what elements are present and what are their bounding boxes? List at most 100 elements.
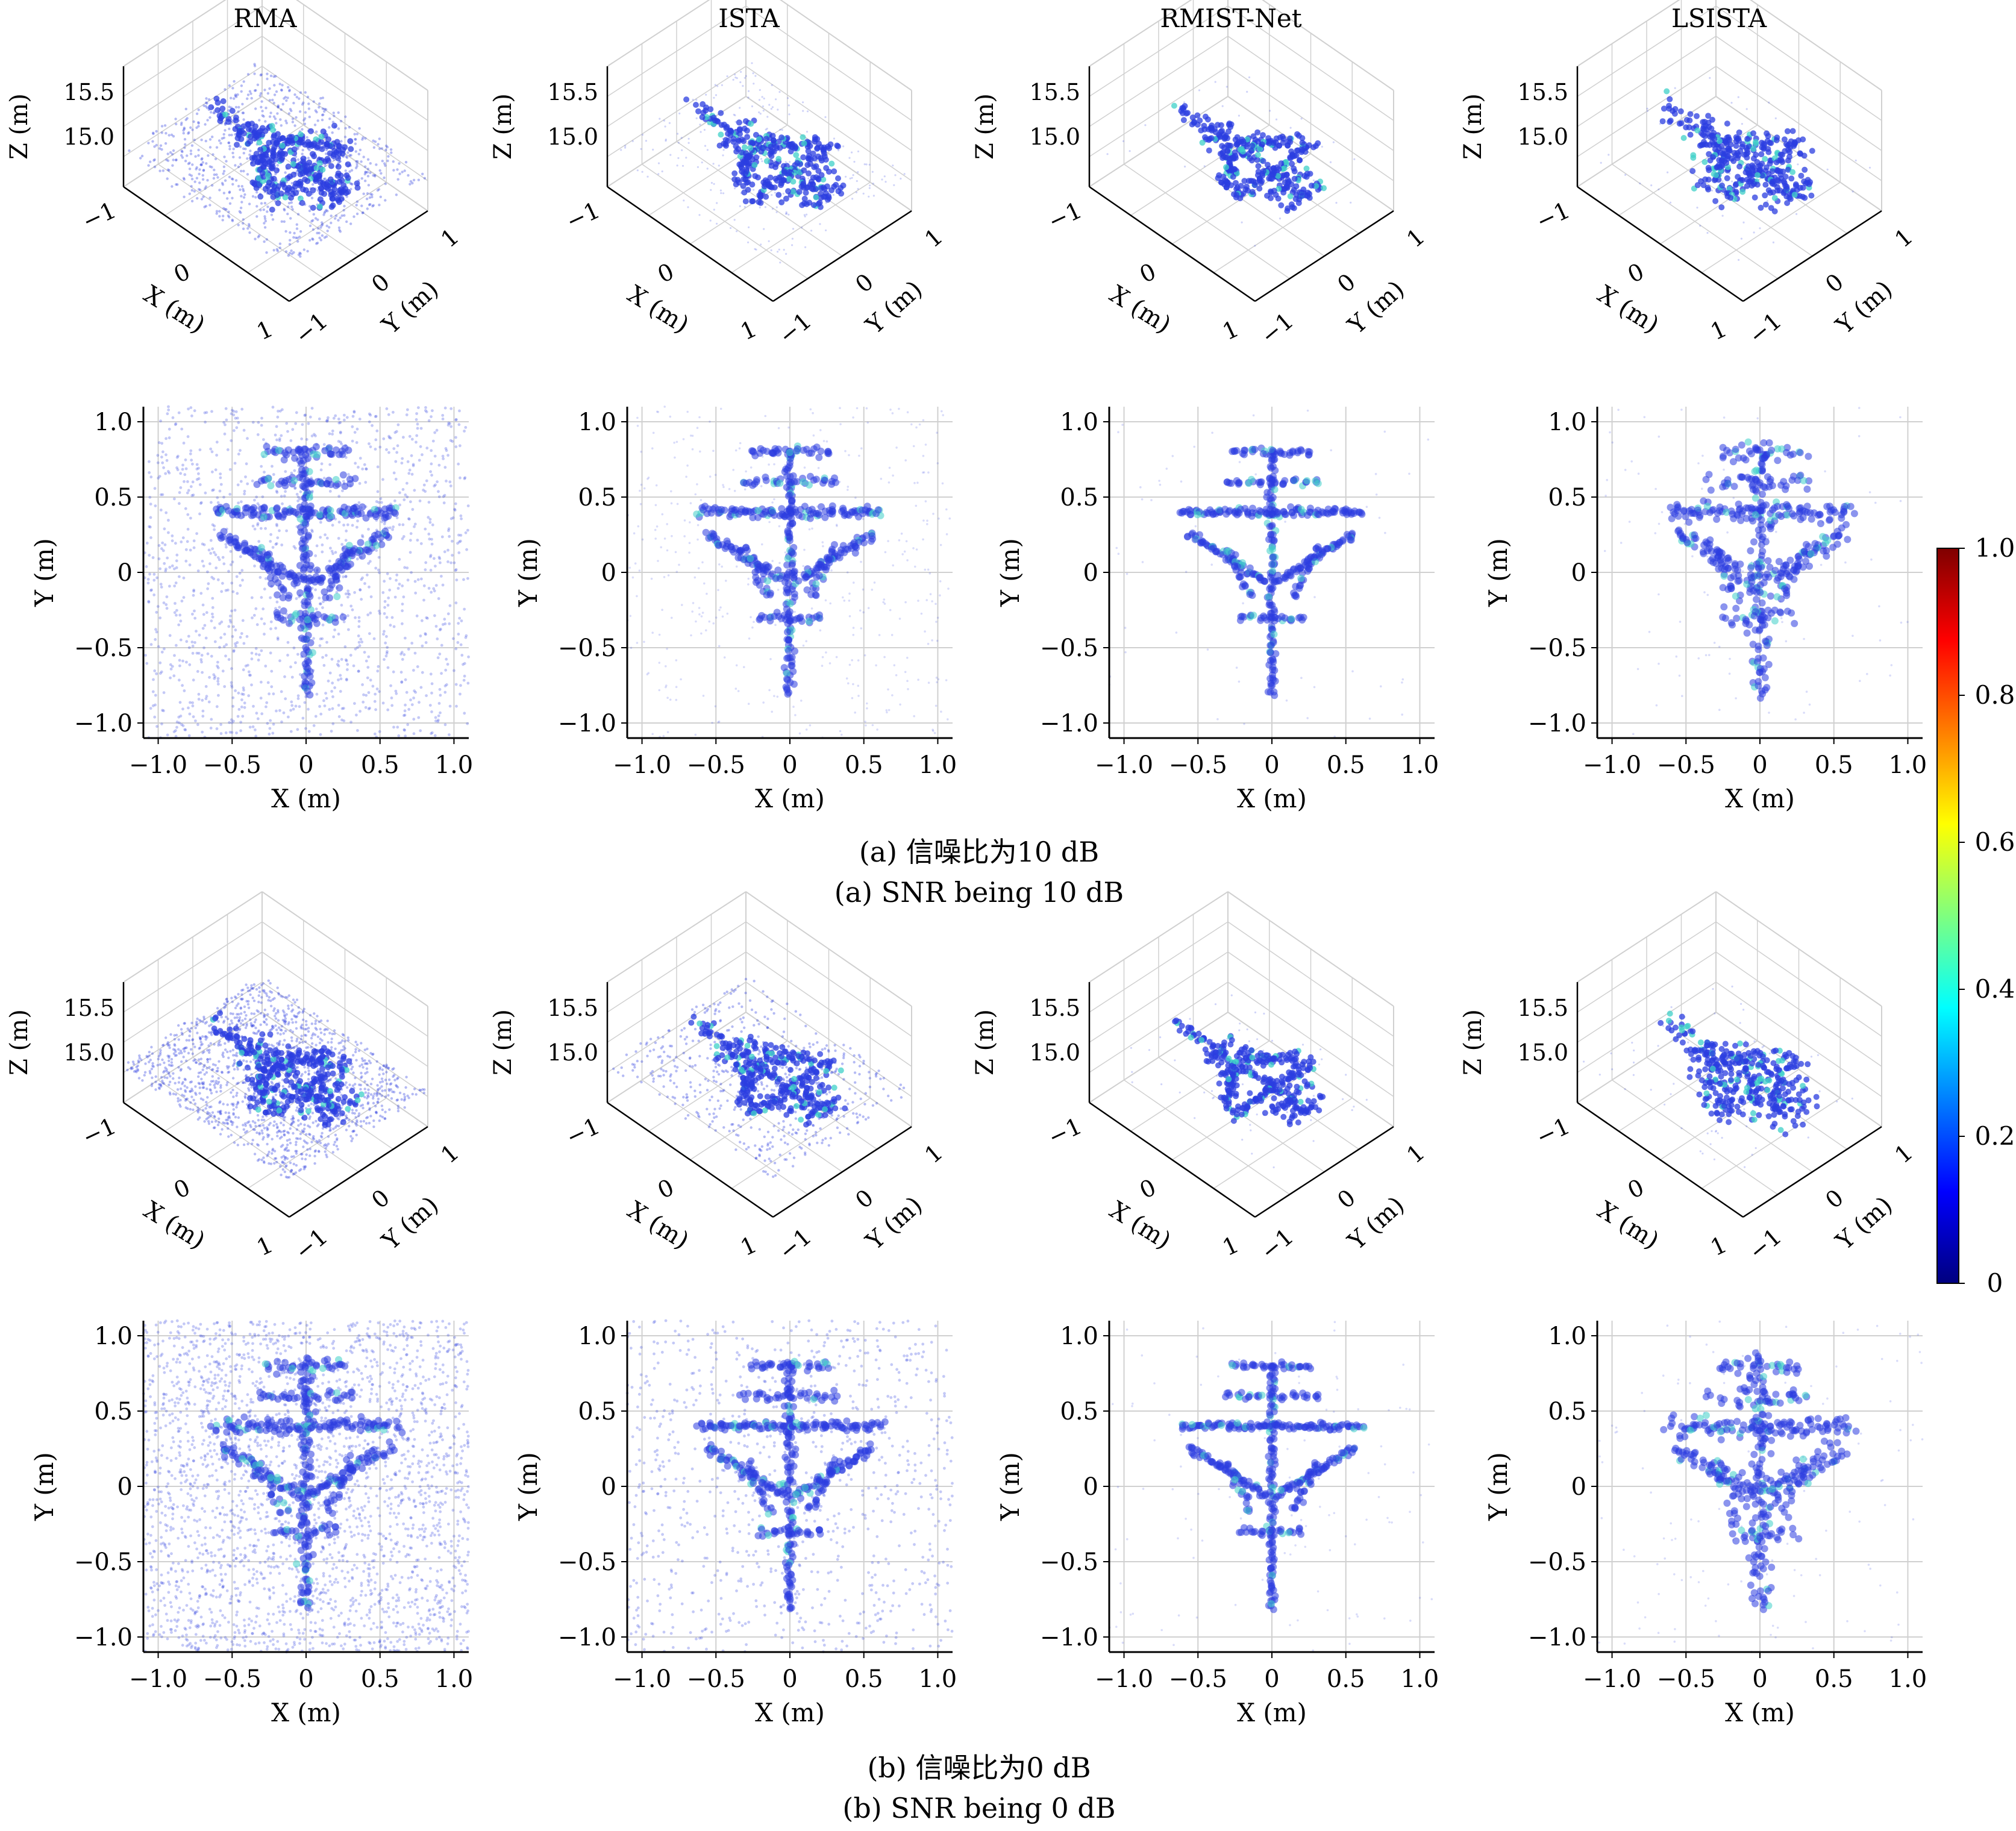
noise-point: [208, 1106, 211, 1109]
noise-point: [230, 681, 233, 684]
noise-point: [363, 1059, 366, 1062]
noise-point: [280, 495, 283, 498]
noise-point: [222, 136, 225, 139]
noise-point: [196, 1109, 199, 1112]
noise-point: [281, 1043, 285, 1047]
noise-point: [463, 607, 466, 611]
target-point: [217, 1010, 224, 1016]
noise-point: [183, 127, 186, 131]
noise-point: [233, 1063, 236, 1066]
noise-point: [201, 1042, 204, 1046]
noise-point: [407, 517, 410, 521]
noise-point: [412, 696, 415, 700]
noise-point: [246, 73, 250, 76]
target-point: [280, 510, 288, 518]
noise-point: [213, 626, 216, 630]
noise-point: [201, 174, 204, 177]
noise-point: [207, 1044, 210, 1047]
noise-point: [260, 617, 263, 621]
noise-point: [194, 1085, 197, 1088]
noise-point: [282, 1130, 285, 1133]
noise-point: [240, 185, 243, 188]
noise-point: [278, 1137, 282, 1140]
noise-point: [453, 509, 457, 512]
noise-point: [259, 527, 263, 530]
noise-point: [331, 131, 334, 134]
noise-point: [307, 157, 310, 160]
noise-point: [242, 668, 245, 672]
noise-point: [378, 1119, 381, 1122]
noise-point: [318, 602, 322, 606]
noise-point: [233, 1068, 236, 1071]
noise-point: [207, 700, 211, 704]
noise-point: [295, 1045, 298, 1048]
noise-point: [177, 1024, 180, 1027]
noise-point: [235, 1094, 238, 1097]
noise-point: [198, 512, 201, 516]
noise-point: [466, 504, 470, 507]
noise-point: [395, 692, 398, 695]
noise-point: [263, 1161, 266, 1164]
noise-point: [221, 183, 225, 186]
noise-point: [271, 1082, 274, 1085]
noise-point: [211, 184, 214, 187]
noise-point: [239, 721, 243, 724]
noise-point: [242, 1128, 245, 1131]
noise-point: [404, 636, 407, 640]
noise-point: [347, 1039, 350, 1042]
noise-point: [347, 1118, 351, 1122]
noise-point: [264, 527, 267, 530]
noise-point: [327, 1135, 330, 1138]
noise-point: [411, 508, 415, 511]
target-point: [292, 1072, 299, 1079]
noise-point: [374, 448, 377, 451]
noise-point: [175, 559, 178, 563]
noise-point: [343, 204, 346, 208]
noise-point: [315, 1044, 318, 1047]
noise-point: [159, 509, 163, 512]
noise-point: [340, 214, 343, 218]
noise-point: [324, 108, 328, 111]
target-point: [275, 446, 283, 454]
noise-point: [284, 996, 287, 999]
noise-point: [219, 732, 223, 735]
noise-point: [269, 627, 272, 631]
noise-point: [355, 162, 358, 166]
noise-point: [277, 1009, 280, 1012]
noise-point: [269, 651, 272, 655]
noise-point: [424, 409, 427, 412]
noise-point: [202, 169, 205, 172]
noise-point: [286, 212, 289, 216]
noise-point: [189, 152, 193, 155]
noise-point: [243, 492, 246, 496]
noise-point: [263, 215, 266, 218]
noise-point: [224, 123, 227, 126]
noise-point: [319, 1031, 323, 1034]
noise-point: [260, 100, 263, 103]
target-point: [339, 471, 347, 479]
noise-point: [352, 664, 355, 668]
noise-point: [325, 419, 328, 423]
noise-point: [153, 165, 157, 169]
noise-point: [281, 102, 284, 106]
noise-point: [303, 1123, 306, 1127]
noise-point: [424, 632, 427, 635]
noise-point: [218, 189, 221, 192]
noise-point: [254, 1018, 257, 1021]
noise-point: [275, 709, 278, 713]
noise-point: [147, 142, 150, 145]
noise-point: [389, 148, 393, 151]
noise-point: [187, 489, 190, 492]
noise-point: [178, 491, 181, 494]
noise-point: [239, 163, 242, 166]
noise-point: [249, 1124, 252, 1127]
target-point: [382, 513, 390, 521]
noise-point: [250, 596, 254, 599]
noise-point: [198, 633, 201, 637]
noise-point: [197, 154, 200, 157]
noise-point: [153, 145, 156, 148]
noise-point: [242, 189, 245, 192]
noise-point: [167, 134, 171, 137]
noise-point: [451, 554, 454, 557]
noise-point: [237, 691, 240, 695]
